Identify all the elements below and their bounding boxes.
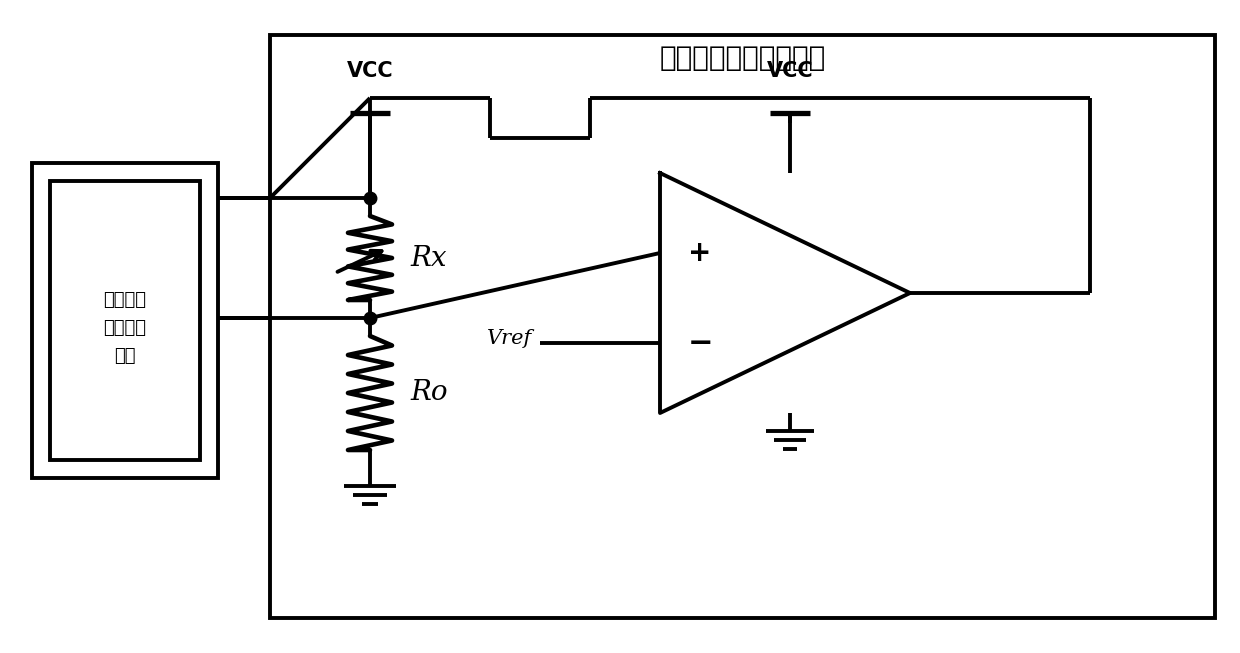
Text: VCC: VCC [347,61,393,81]
Text: Vref: Vref [487,330,532,349]
Bar [50,181,200,460]
Text: VCC: VCC [766,61,813,81]
Bar [32,163,218,478]
Bar [270,35,1215,618]
Text: +: + [688,239,712,267]
Text: 膜压力传: 膜压力传 [103,319,146,338]
Text: Ro: Ro [410,379,448,407]
Text: 电阻式薄: 电阻式薄 [103,291,146,310]
Text: 感器: 感器 [114,347,135,366]
Text: 集成控制模块检测电路: 集成控制模块检测电路 [660,44,826,72]
Text: Rx: Rx [410,244,446,272]
Text: −: − [688,328,713,357]
